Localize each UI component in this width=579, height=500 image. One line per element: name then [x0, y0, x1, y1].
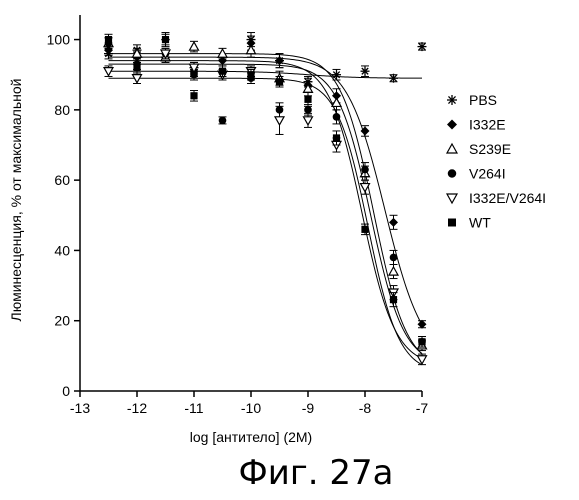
fit-curve — [109, 57, 423, 325]
legend: PBS I332E S239E V264I I332E/V264I WT — [447, 92, 546, 231]
data-point — [304, 106, 312, 114]
data-point — [304, 96, 311, 103]
legend-marker — [448, 219, 456, 227]
x-axis-label: log [антитело] (2M) — [190, 429, 312, 445]
legend-label: WT — [469, 215, 491, 231]
y-tick-label: 100 — [47, 32, 71, 48]
data-point — [333, 113, 341, 121]
data-point — [361, 226, 368, 233]
legend-label: V264I — [469, 166, 506, 182]
x-tick-label: -7 — [416, 400, 429, 416]
legend-label: I332E — [469, 117, 506, 133]
legend-item: WT — [448, 215, 491, 231]
data-point — [389, 218, 398, 227]
data-point — [219, 117, 227, 125]
data-point — [190, 92, 197, 99]
data-point — [389, 267, 398, 275]
data-point — [418, 42, 427, 51]
data-point — [247, 71, 254, 78]
legend-marker — [447, 144, 457, 153]
data-point — [418, 338, 425, 345]
legend-item: V264I — [448, 166, 506, 182]
x-tick-label: -9 — [302, 400, 315, 416]
data-point — [275, 117, 284, 125]
legend-marker — [447, 120, 457, 130]
fit-curves — [109, 54, 423, 365]
data-point — [332, 70, 341, 79]
y-tick-label: 40 — [54, 242, 70, 258]
x-tick-label: -13 — [70, 400, 90, 416]
y-tick-label: 0 — [62, 383, 70, 399]
y-axis-label: Люминесценция, % от максимальной — [8, 79, 24, 322]
figure-caption: Фиг. 27а — [239, 453, 394, 493]
legend-marker — [447, 95, 457, 105]
data-point — [219, 68, 226, 75]
fit-curve — [109, 78, 423, 365]
data-point — [361, 166, 369, 174]
data-point — [389, 74, 398, 83]
data-point — [333, 134, 340, 141]
data-point — [105, 36, 112, 43]
data-point — [361, 67, 370, 76]
x-tick-label: -12 — [127, 400, 147, 416]
legend-item: I332E — [447, 117, 506, 133]
fit-curve — [109, 54, 423, 354]
fit-curve — [109, 71, 423, 78]
legend-marker — [448, 169, 457, 178]
x-tick-label: -11 — [184, 400, 203, 416]
legend-label: S239E — [469, 141, 511, 157]
data-point — [162, 36, 169, 43]
data-point — [390, 254, 398, 262]
data-point — [390, 296, 397, 303]
legend-item: I332E/V264I — [447, 190, 546, 206]
fit-curve — [109, 61, 423, 359]
data-point — [304, 117, 313, 125]
legend-label: PBS — [469, 92, 497, 108]
data-point — [190, 42, 199, 50]
fit-curve — [109, 64, 423, 353]
y-tick-label: 80 — [54, 102, 70, 118]
legend-item: S239E — [447, 141, 511, 157]
legend-label: I332E/V264I — [469, 190, 546, 206]
y-tick-label: 20 — [54, 313, 70, 329]
legend-item: PBS — [447, 92, 497, 108]
data-point — [133, 64, 140, 71]
legend-marker — [447, 194, 457, 203]
x-tick-label: -8 — [359, 400, 372, 416]
data-points — [104, 33, 427, 365]
ticks: -13 -12 -11 -10 -9 -8 -7 0 20 40 60 80 100 — [47, 32, 429, 416]
x-tick-label: -10 — [241, 400, 261, 416]
data-point — [276, 78, 283, 85]
y-tick-label: 60 — [54, 172, 70, 188]
